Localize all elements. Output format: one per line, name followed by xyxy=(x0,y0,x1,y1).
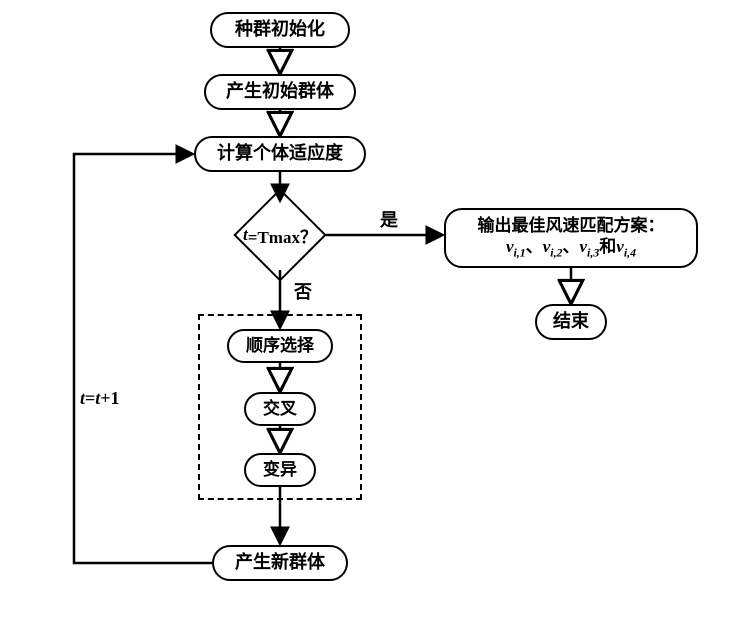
node-init: 种群初始化 xyxy=(210,12,350,48)
node-end-label: 结束 xyxy=(553,311,589,333)
node-decision-label: t=Tmax？ xyxy=(230,218,330,252)
node-init-label: 种群初始化 xyxy=(235,19,325,41)
node-select-label: 顺序选择 xyxy=(246,336,314,356)
label-loop: t=t+1 xyxy=(80,388,120,409)
node-gen-init: 产生初始群体 xyxy=(204,74,356,110)
node-new-pop: 产生新群体 xyxy=(212,545,348,581)
node-cross: 交叉 xyxy=(244,392,316,426)
node-end: 结束 xyxy=(535,304,607,340)
node-gen-init-label: 产生初始群体 xyxy=(226,81,334,103)
node-new-pop-label: 产生新群体 xyxy=(235,552,325,574)
arrows-layer xyxy=(0,0,733,628)
label-yes: 是 xyxy=(380,206,398,232)
node-fitness-label: 计算个体适应度 xyxy=(217,143,343,165)
node-fitness: 计算个体适应度 xyxy=(194,136,366,172)
node-mutate-label: 变异 xyxy=(263,460,297,480)
node-cross-label: 交叉 xyxy=(263,399,297,419)
node-output: 输出最佳风速匹配方案：vi,1、vi,2、vi,3和vi,4 xyxy=(444,208,698,268)
node-output-label: 输出最佳风速匹配方案：vi,1、vi,2、vi,3和vi,4 xyxy=(478,216,665,259)
node-mutate: 变异 xyxy=(244,453,316,487)
node-select: 顺序选择 xyxy=(227,329,333,363)
label-no: 否 xyxy=(294,278,312,304)
